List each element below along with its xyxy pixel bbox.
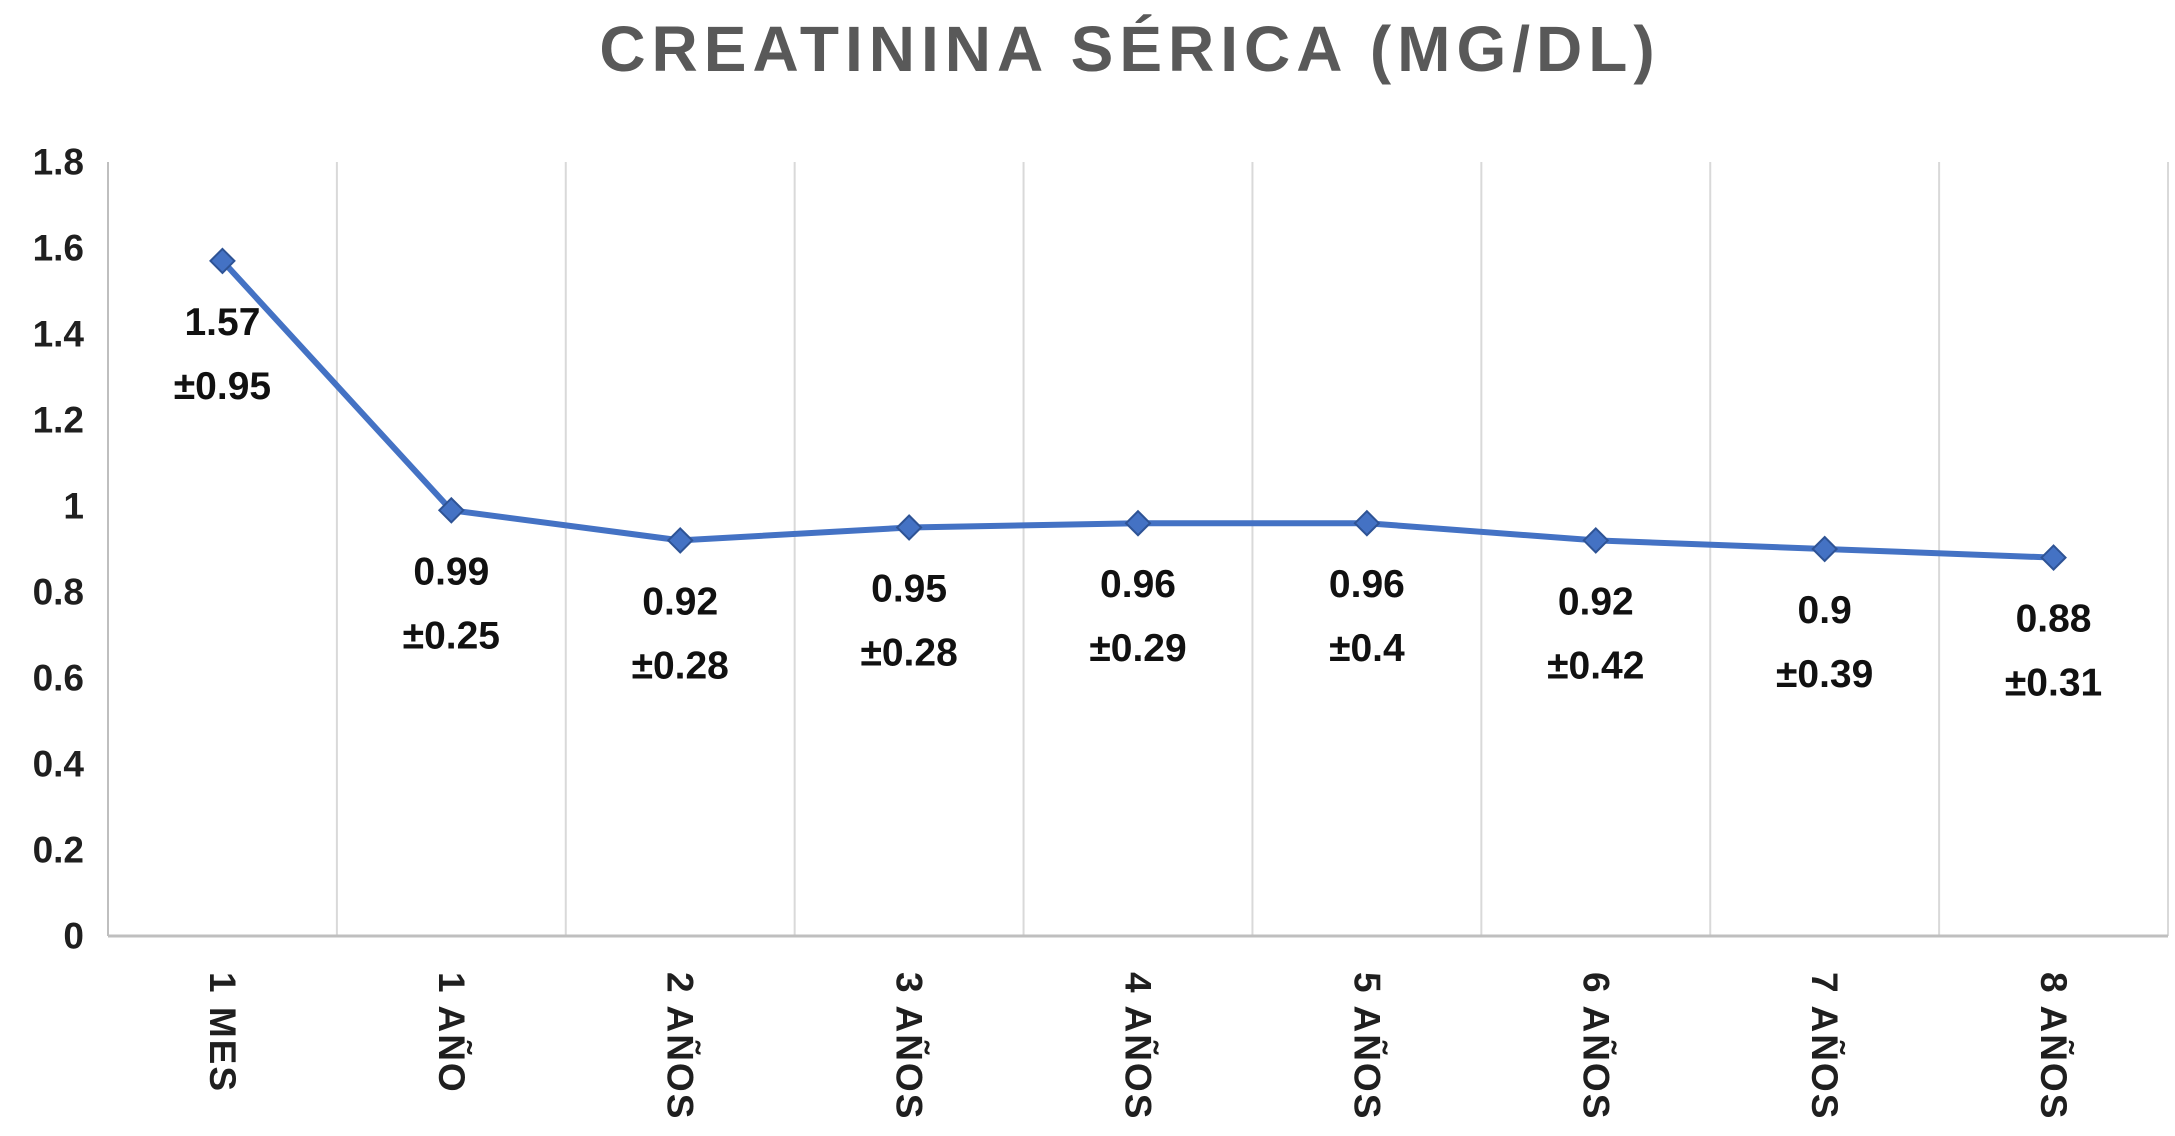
data-label-sd: ±0.39 (1776, 653, 1873, 696)
data-point-marker (2040, 544, 2067, 572)
x-category-label: 6 AÑOS (1575, 972, 1617, 1120)
data-point-marker (1582, 526, 1610, 554)
data-label-sd: ±0.28 (632, 644, 729, 687)
data-label-value: 0.9 (1798, 589, 1852, 632)
data-label-sd: ±0.31 (2005, 662, 2102, 705)
y-tick-label: 1.2 (33, 400, 84, 441)
data-label: 0.99 ±0.25 (403, 550, 500, 657)
data-label-value: 0.99 (413, 550, 489, 593)
data-point-marker (666, 526, 694, 554)
data-point-marker (437, 496, 465, 524)
x-category-label: 1 MES (202, 972, 243, 1093)
y-tick-label: 0.6 (33, 658, 84, 699)
data-point-marker (1353, 509, 1381, 537)
data-label-sd: ±0.29 (1089, 627, 1186, 670)
data-label: 0.92 ±0.42 (1547, 580, 1644, 687)
data-label-sd: ±0.4 (1329, 627, 1405, 670)
x-category-label: 3 AÑOS (889, 972, 931, 1120)
data-label: 0.96 ±0.29 (1089, 563, 1186, 670)
y-tick-label: 0 (63, 916, 84, 957)
data-label: 0.96 ±0.4 (1329, 563, 1405, 670)
chart-title: CREATININA SÉRICA (MG/DL) (599, 13, 1661, 85)
data-label-value: 1.57 (184, 301, 260, 344)
data-label: 0.92 ±0.28 (632, 580, 729, 687)
data-label-value: 0.92 (1558, 580, 1634, 623)
data-point-marker (1811, 535, 1839, 563)
y-tick-label: 0.8 (33, 572, 84, 613)
data-label: 0.9 ±0.39 (1776, 589, 1873, 696)
y-tick-label: 1.8 (33, 142, 84, 183)
data-label-value: 0.92 (642, 580, 718, 623)
y-tick-label: 0.2 (33, 830, 84, 871)
y-tick-label: 1 (63, 486, 84, 527)
data-label-sd: ±0.95 (174, 365, 271, 408)
x-category-label: 8 AÑOS (2033, 972, 2075, 1120)
data-label-sd: ±0.28 (860, 632, 957, 675)
y-tick-label: 1.4 (33, 314, 85, 355)
data-label-value: 0.95 (871, 568, 947, 611)
data-point-marker (895, 514, 923, 541)
x-category-label: 4 AÑOS (1118, 972, 1160, 1120)
data-label: 0.88 ±0.31 (2005, 598, 2102, 705)
data-label-sd: ±0.25 (403, 614, 500, 657)
x-category-label: 5 AÑOS (1346, 972, 1388, 1120)
x-category-label: 1 AÑO (431, 972, 473, 1094)
data-label-sd: ±0.42 (1547, 644, 1644, 687)
x-category-label: 7 AÑOS (1804, 972, 1846, 1120)
data-point-marker (1124, 509, 1152, 537)
y-tick-label: 1.6 (33, 228, 84, 269)
x-category-label: 2 AÑOS (660, 972, 702, 1120)
data-label-value: 0.96 (1329, 563, 1405, 606)
data-label-value: 0.96 (1100, 563, 1176, 606)
y-tick-label: 0.4 (33, 744, 85, 785)
data-label: 1.57 ±0.95 (174, 301, 271, 408)
data-point-marker (209, 247, 236, 275)
data-label: 0.95 ±0.28 (860, 568, 957, 675)
data-label-value: 0.88 (2016, 598, 2092, 641)
